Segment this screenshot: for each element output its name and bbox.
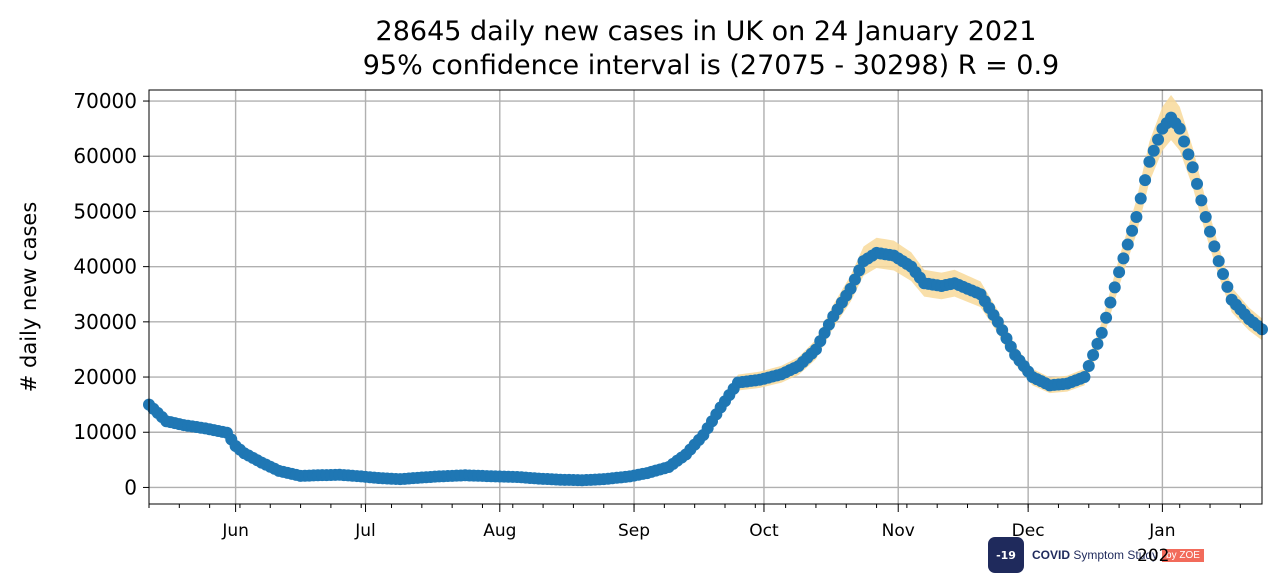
logo-brand: COVID Symptom Study xyxy=(1032,548,1158,562)
data-point xyxy=(1178,135,1191,148)
data-point xyxy=(1082,360,1095,372)
x-tick-label: Jan xyxy=(1148,521,1175,541)
chart-title: 28645 daily new cases in UK on 24 Januar… xyxy=(363,16,1059,81)
y-axis-label: # daily new cases xyxy=(17,202,41,393)
y-tick-label: 10000 xyxy=(73,420,137,444)
data-point xyxy=(1117,252,1130,265)
data-point xyxy=(1126,224,1139,237)
covid-symptom-study-logo: -19 COVID Symptom Study by ZOE xyxy=(988,537,1204,573)
logo-zoe-badge: by ZOE xyxy=(1162,548,1204,562)
data-point xyxy=(1182,148,1195,161)
data-point xyxy=(1104,296,1117,309)
data-point xyxy=(1091,337,1104,350)
logo-badge-icon: -19 xyxy=(988,537,1024,573)
data-point xyxy=(1152,133,1165,146)
y-tick-label: 30000 xyxy=(73,310,137,334)
data-point xyxy=(1204,225,1217,238)
data-point xyxy=(1221,280,1234,293)
x-tick-label: Dec xyxy=(1012,521,1045,541)
data-point xyxy=(1121,238,1134,251)
data-point xyxy=(1173,122,1186,135)
data-point xyxy=(1208,240,1221,253)
plot-frame xyxy=(148,89,1263,505)
data-point xyxy=(848,273,861,286)
y-tick-label: 70000 xyxy=(73,89,137,113)
data-point xyxy=(1139,174,1152,187)
x-tick-label: Jul xyxy=(354,521,376,541)
title-line-1: 28645 daily new cases in UK on 24 Januar… xyxy=(376,16,1037,47)
logo-brand-bold: COVID xyxy=(1032,548,1071,562)
logo-brand-rest: Symptom Study xyxy=(1070,548,1159,562)
x-tick-label: Oct xyxy=(749,521,779,541)
x-tick-label: Sep xyxy=(618,521,650,541)
x-tick-label: Jun xyxy=(221,521,249,541)
data-point xyxy=(853,264,866,277)
data-point xyxy=(1095,326,1108,339)
data-point xyxy=(1199,210,1212,223)
data-point xyxy=(1087,348,1100,361)
data-point xyxy=(1100,311,1113,324)
data-point xyxy=(844,282,857,295)
x-axis-year-label: 202 xyxy=(1137,546,1170,566)
x-tick-label: Aug xyxy=(483,521,516,541)
y-tick-label: 20000 xyxy=(73,365,137,389)
data-point xyxy=(1130,210,1143,223)
data-point xyxy=(1143,155,1156,168)
data-point xyxy=(1134,192,1147,205)
data-point xyxy=(1113,266,1126,279)
y-tick-label: 60000 xyxy=(73,144,137,168)
data-point xyxy=(1147,144,1160,157)
x-axis: Jun Jul Aug Sep Oct Nov Dec Jan xyxy=(148,504,1241,541)
y-tick-label: 50000 xyxy=(73,199,137,223)
y-tick-label: 40000 xyxy=(73,255,137,279)
y-tick-label: 0 xyxy=(124,475,137,499)
data-point xyxy=(1217,268,1230,280)
title-line-2: 95% confidence interval is (27075 - 3029… xyxy=(363,50,1059,81)
data-point xyxy=(1078,371,1091,384)
grid xyxy=(149,90,1262,504)
x-tick-label: Nov xyxy=(882,521,915,541)
data-point xyxy=(1186,161,1199,174)
data-point xyxy=(1195,194,1208,207)
y-axis: 0 10000 20000 30000 40000 50000 60000 70000 xyxy=(73,89,149,499)
data-points-layer xyxy=(143,111,1268,487)
data-point xyxy=(1212,255,1225,268)
data-point xyxy=(1191,177,1204,190)
data-point xyxy=(1108,281,1121,294)
